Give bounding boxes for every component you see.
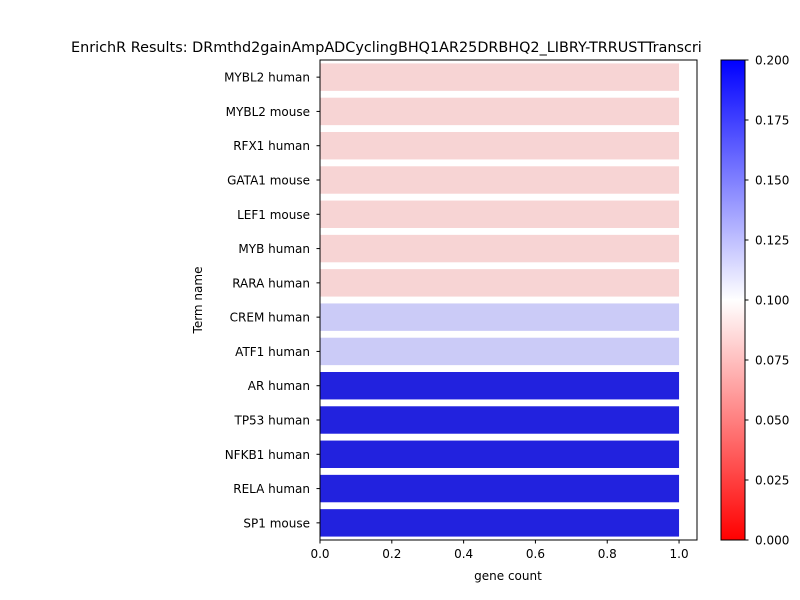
- y-tick-label: MYBL2 mouse: [226, 105, 310, 119]
- bar: [320, 97, 680, 126]
- bar: [320, 63, 680, 91]
- y-tick-label: RELA human: [233, 482, 310, 496]
- colorbar-tick-label: 0.050: [755, 414, 789, 428]
- x-tick-label: 0.4: [454, 547, 473, 561]
- y-tick-label: MYBL2 human: [224, 71, 310, 85]
- bar: [320, 132, 680, 160]
- bar: [320, 474, 680, 503]
- y-tick-label: RFX1 human: [233, 139, 310, 153]
- x-tick-label: 0.8: [598, 547, 617, 561]
- colorbar-tick-label: 0.075: [755, 354, 789, 368]
- colorbar: [720, 59, 746, 541]
- bar: [320, 372, 680, 400]
- y-tick-label: LEF1 mouse: [237, 208, 310, 222]
- x-tick-label: 0.2: [382, 547, 401, 561]
- bar: [320, 406, 680, 434]
- colorbar-tick-label: 0.200: [755, 54, 789, 68]
- colorbar-tick-label: 0.100: [755, 294, 789, 308]
- x-tick-label: 0.0: [310, 547, 329, 561]
- y-tick-label: RARA human: [232, 276, 310, 290]
- colorbar-tick-label: 0.125: [755, 234, 789, 248]
- bar: [320, 337, 680, 366]
- y-tick-label: ATF1 human: [235, 345, 310, 359]
- colorbar-tick-label: 0.150: [755, 174, 789, 188]
- bar: [320, 200, 680, 228]
- x-axis: 0.0 0.2 0.4 0.6 0.8 1.0: [310, 540, 689, 561]
- bars-layer: [320, 63, 680, 537]
- y-tick-label: TP53 human: [233, 414, 310, 428]
- y-tick-label: SP1 mouse: [243, 516, 310, 530]
- bar: [320, 166, 680, 194]
- colorbar-axis: 0.000 0.025 0.050 0.075 0.100 0.125 0.150 0.175…: [745, 54, 789, 548]
- y-tick-label: MYB human: [238, 242, 310, 256]
- bar: [320, 509, 680, 537]
- x-axis-label: gene count: [474, 569, 542, 583]
- bar: [320, 234, 680, 263]
- y-tick-label: CREM human: [230, 311, 310, 325]
- y-tick-label: GATA1 mouse: [227, 174, 310, 188]
- bar: [320, 440, 680, 468]
- bar: [320, 269, 680, 297]
- y-tick-label: NFKB1 human: [225, 448, 310, 462]
- colorbar-tick-label: 0.025: [755, 474, 789, 488]
- bar: [320, 303, 680, 331]
- chart-title: EnrichR Results: DRmthd2gainAmpADCycling…: [71, 40, 702, 56]
- y-axis: MYBL2 human MYBL2 mouse RFX1 human GATA1 mo…: [224, 71, 320, 530]
- x-tick-label: 1.0: [670, 547, 689, 561]
- plot-frame: [319, 59, 698, 541]
- x-tick-label: 0.6: [526, 547, 545, 561]
- y-tick-label: AR human: [248, 379, 310, 393]
- colorbar-tick-label: 0.175: [755, 114, 789, 128]
- colorbar-tick-label: 0.000: [755, 534, 789, 548]
- y-axis-label: Term name: [191, 267, 205, 335]
